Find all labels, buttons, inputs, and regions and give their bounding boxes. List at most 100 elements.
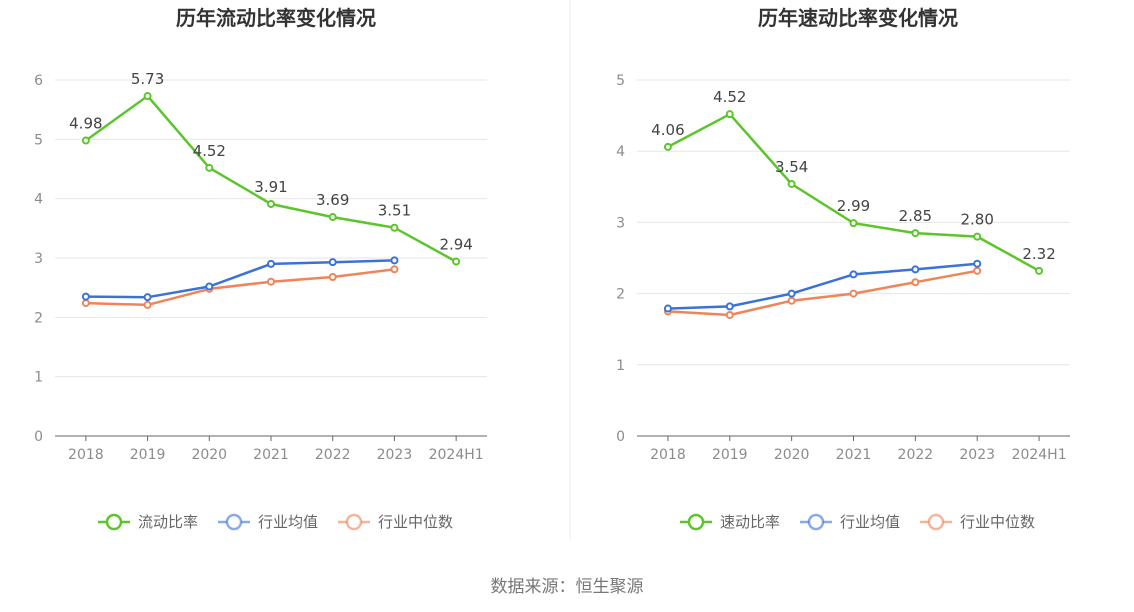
data-label: 2.85 [899,207,932,225]
data-point-industry-median [725,310,734,319]
data-point-industry-median [390,265,399,274]
y-tick-label: 4 [34,192,43,208]
data-point-main [328,213,337,222]
x-tick-label: 2021 [836,447,872,463]
data-point-industry-median [81,299,90,308]
data-point-industry-avg [267,259,275,268]
current-ratio-chart: 历年流动比率变化情况 0 1 2 3 4 5 6 2018 2019 2020 2021 2022 202… [34,6,487,531]
data-point-industry-median [787,296,796,305]
data-point-industry-avg [205,282,214,291]
data-label: 2.80 [961,211,994,229]
data-label: 5.73 [131,70,164,88]
y-tick-label: 6 [34,73,43,89]
data-point-main [1035,266,1044,275]
series-line-industry-median [85,268,395,307]
data-label: 3.54 [775,158,808,176]
x-tick-label: 2021 [253,447,289,463]
data-label: 4.98 [69,115,102,133]
legend-marker-industry-median [345,513,363,531]
x-tick-label: 2019 [130,447,166,463]
series-line-industry-avg [667,262,978,310]
legend-marker-industry-median [927,513,945,531]
x-tick-label: 2019 [712,447,748,463]
y-tick-label: 2 [34,310,43,326]
y-tick-label: 1 [34,370,43,386]
series-line-industry-avg [85,259,395,299]
quick-ratio-chart: 历年速动比率变化情况 0 1 2 3 4 5 2018 2019 2020 2021 2022 2023… [616,6,1070,531]
y-tick-label: 0 [34,429,43,445]
data-point-main [787,179,796,188]
data-point-industry-median [849,289,858,298]
y-tick-label: 5 [34,132,43,148]
x-tick-label: 2023 [377,447,413,463]
legend-marker-main [105,513,123,531]
legend-marker-industry-avg [225,513,243,531]
data-point-main [81,136,90,145]
data-point-industry-avg [143,293,152,302]
x-tick-label: 2024H1 [1012,447,1067,463]
legend-label-industry-median: 行业中位数 [378,513,453,531]
x-tick-label: 2020 [191,447,227,463]
chart-title: 历年流动比率变化情况 [176,6,376,30]
x-tick-label: 2020 [774,447,810,463]
x-tick-label: 2022 [315,447,351,463]
legend-marker-industry-avg [807,513,825,531]
series-line-main [667,112,1040,272]
data-point-industry-median [973,266,982,275]
data-label: 2.32 [1022,245,1055,263]
data-point-main [973,232,982,241]
x-tick-label: 2024H1 [429,447,484,463]
data-point-industry-avg [390,256,399,265]
y-tick-label: 3 [34,251,43,267]
x-tick-label: 2018 [650,447,686,463]
data-point-industry-avg [911,265,920,274]
data-point-main [663,142,672,151]
data-label: 3.91 [254,178,287,196]
data-point-industry-avg [81,292,90,301]
chart-title: 历年速动比率变化情况 [758,6,958,30]
legend-label-industry-avg: 行业均值 [258,513,318,531]
x-tick-label: 2023 [959,447,995,463]
data-point-industry-avg [973,259,982,268]
y-tick-label: 3 [616,215,625,231]
legend-label-industry-avg: 行业均值 [840,513,900,531]
data-label: 4.52 [193,142,226,160]
data-point-industry-avg [328,258,337,267]
data-label: 4.06 [651,121,684,139]
data-point-main [911,229,920,238]
y-tick-label: 0 [616,429,625,445]
data-source: 数据来源：恒生聚源 [491,577,644,597]
data-label: 3.51 [378,202,411,220]
data-point-industry-median [911,278,920,287]
data-point-industry-median [267,277,275,286]
series-line-industry-median [667,269,978,317]
data-point-main [205,163,214,172]
data-point-main [849,219,858,228]
y-tick-label: 2 [616,287,625,303]
data-label: 4.52 [713,88,746,106]
y-tick-label: 4 [616,144,625,160]
x-tick-label: 2022 [898,447,934,463]
legend: 流动比率 行业均值 行业中位数 [98,513,453,531]
x-tick-label: 2018 [68,447,104,463]
legend-marker-main [687,513,705,531]
data-point-industry-avg [849,270,858,279]
data-point-industry-avg [725,302,734,311]
legend-label-industry-median: 行业中位数 [960,513,1035,531]
legend-label-main: 速动比率 [720,513,780,531]
data-point-main [452,257,461,266]
data-label: 3.69 [316,191,349,209]
data-point-main [143,92,152,101]
data-label: 2.99 [837,197,870,215]
data-point-industry-median [328,272,337,281]
legend-label-main: 流动比率 [138,513,198,531]
y-tick-label: 1 [616,358,625,374]
legend: 速动比率 行业均值 行业中位数 [680,513,1035,531]
data-point-industry-avg [663,304,672,313]
data-point-industry-median [143,300,152,309]
data-label: 2.94 [439,236,472,254]
data-point-main [267,200,275,209]
y-tick-label: 5 [616,73,625,89]
data-point-main [390,223,399,232]
